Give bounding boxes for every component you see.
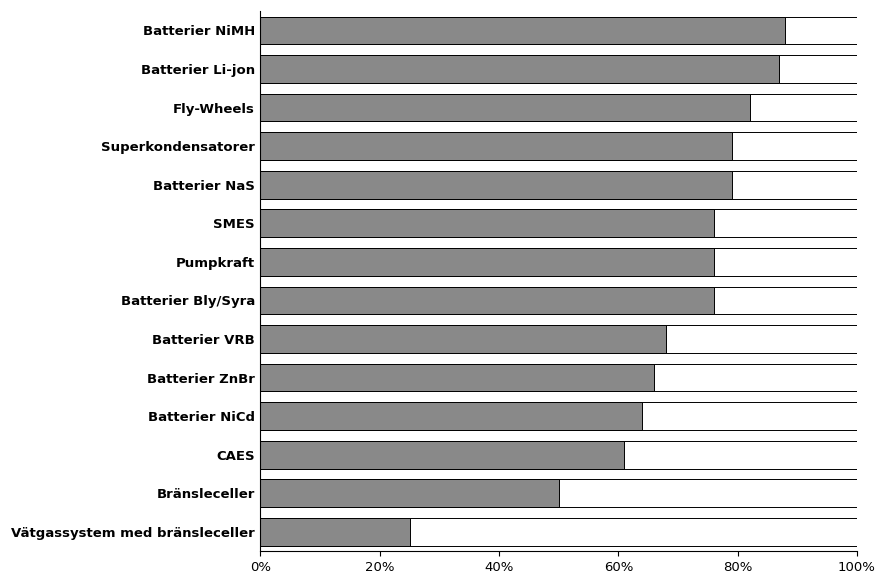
Bar bbox=[260, 16, 784, 44]
Bar bbox=[260, 402, 856, 430]
Bar bbox=[260, 441, 624, 469]
Bar bbox=[260, 364, 856, 391]
Bar bbox=[260, 325, 665, 353]
Bar bbox=[260, 248, 856, 276]
Bar bbox=[260, 94, 856, 122]
Bar bbox=[260, 518, 409, 546]
Bar bbox=[260, 132, 856, 160]
Bar bbox=[260, 171, 731, 198]
Bar bbox=[260, 402, 641, 430]
Bar bbox=[260, 364, 653, 391]
Bar bbox=[260, 441, 856, 469]
Bar bbox=[260, 55, 779, 83]
Bar bbox=[260, 480, 856, 507]
Bar bbox=[260, 287, 856, 314]
Bar bbox=[260, 248, 713, 276]
Bar bbox=[260, 16, 856, 44]
Bar bbox=[260, 94, 749, 122]
Bar bbox=[260, 132, 731, 160]
Bar bbox=[260, 480, 558, 507]
Bar bbox=[260, 209, 713, 237]
Bar bbox=[260, 325, 856, 353]
Bar bbox=[260, 209, 856, 237]
Bar bbox=[260, 287, 713, 314]
Bar bbox=[260, 55, 856, 83]
Bar bbox=[260, 171, 856, 198]
Bar bbox=[260, 518, 856, 546]
